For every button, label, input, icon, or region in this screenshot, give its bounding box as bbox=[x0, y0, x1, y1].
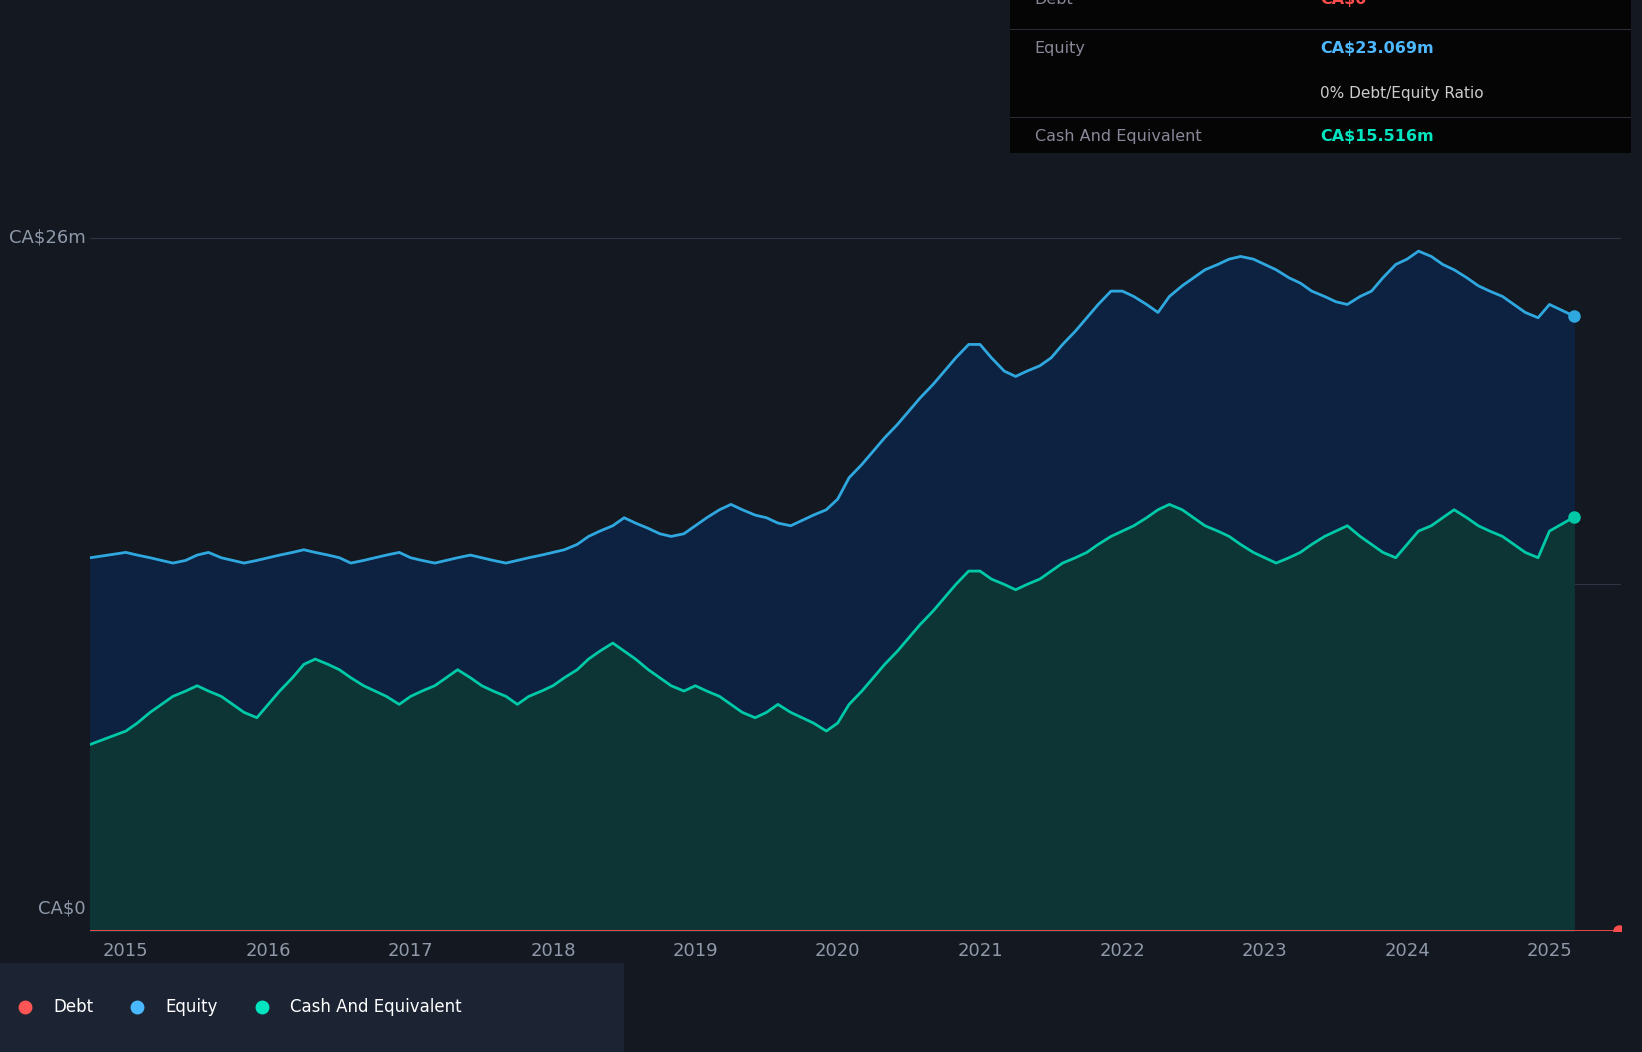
Text: 0% Debt/Equity Ratio: 0% Debt/Equity Ratio bbox=[1320, 86, 1484, 101]
Text: Equity: Equity bbox=[1034, 41, 1085, 57]
Text: Cash And Equivalent: Cash And Equivalent bbox=[1034, 129, 1202, 144]
Text: Debt: Debt bbox=[1034, 0, 1074, 6]
Text: CA$0: CA$0 bbox=[38, 899, 85, 917]
Text: CA$26m: CA$26m bbox=[8, 228, 85, 247]
Text: CA$15.516m: CA$15.516m bbox=[1320, 129, 1433, 144]
Text: Equity: Equity bbox=[166, 998, 218, 1016]
Text: Debt: Debt bbox=[53, 998, 94, 1016]
Text: CA$0: CA$0 bbox=[1320, 0, 1366, 6]
Text: Cash And Equivalent: Cash And Equivalent bbox=[291, 998, 461, 1016]
Text: CA$23.069m: CA$23.069m bbox=[1320, 41, 1433, 57]
